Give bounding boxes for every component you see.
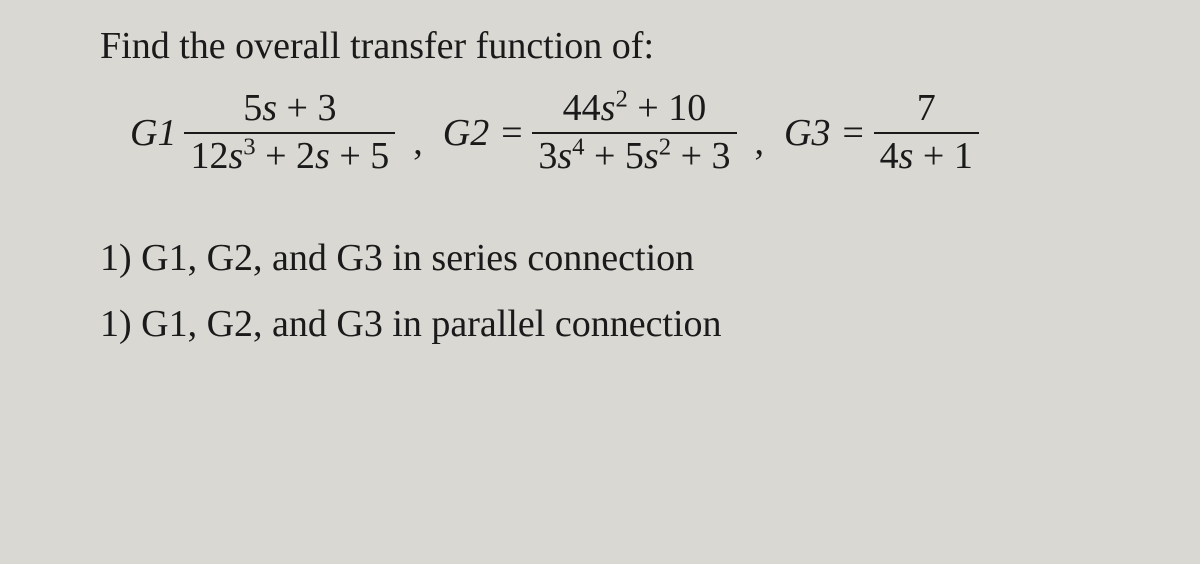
question-2: 1) G1, G2, and G3 in parallel connection <box>100 294 1120 355</box>
g1-fraction: 5s + 3 12s3 + 2s + 5 <box>184 88 395 178</box>
g1-label: G1 <box>130 111 176 155</box>
g3-fraction: 7 4s + 1 <box>874 88 979 178</box>
questions: 1) G1, G2, and G3 in series connection 1… <box>100 228 1120 356</box>
g2-numerator: 44s2 + 10 <box>557 88 713 130</box>
g1-term: G1 5s + 3 12s3 + 2s + 5 <box>130 88 395 178</box>
g1-denominator: 12s3 + 2s + 5 <box>184 136 395 178</box>
prompt-text: Find the overall transfer function of: <box>100 24 1120 68</box>
g3-numerator: 7 <box>911 88 942 130</box>
comma: , <box>755 120 767 164</box>
g2-term: G2 = 44s2 + 10 3s4 + 5s2 + 3 <box>443 88 737 178</box>
question-1: 1) G1, G2, and G3 in series connection <box>100 228 1120 289</box>
equation-row: G1 5s + 3 12s3 + 2s + 5 , G2 = 44s2 + 10 <box>130 88 1120 178</box>
g3-term: G3 = 7 4s + 1 <box>784 88 979 178</box>
g2-label: G2 = <box>443 111 525 155</box>
fraction-bar <box>874 132 979 134</box>
g1-numerator: 5s + 3 <box>237 88 342 130</box>
fraction-bar <box>532 132 736 134</box>
comma: , <box>413 120 425 164</box>
g2-fraction: 44s2 + 10 3s4 + 5s2 + 3 <box>532 88 736 178</box>
fraction-bar <box>184 132 395 134</box>
page: Find the overall transfer function of: G… <box>0 0 1200 564</box>
g2-denominator: 3s4 + 5s2 + 3 <box>532 136 736 178</box>
g3-denominator: 4s + 1 <box>874 136 979 178</box>
g3-label: G3 = <box>784 111 866 155</box>
